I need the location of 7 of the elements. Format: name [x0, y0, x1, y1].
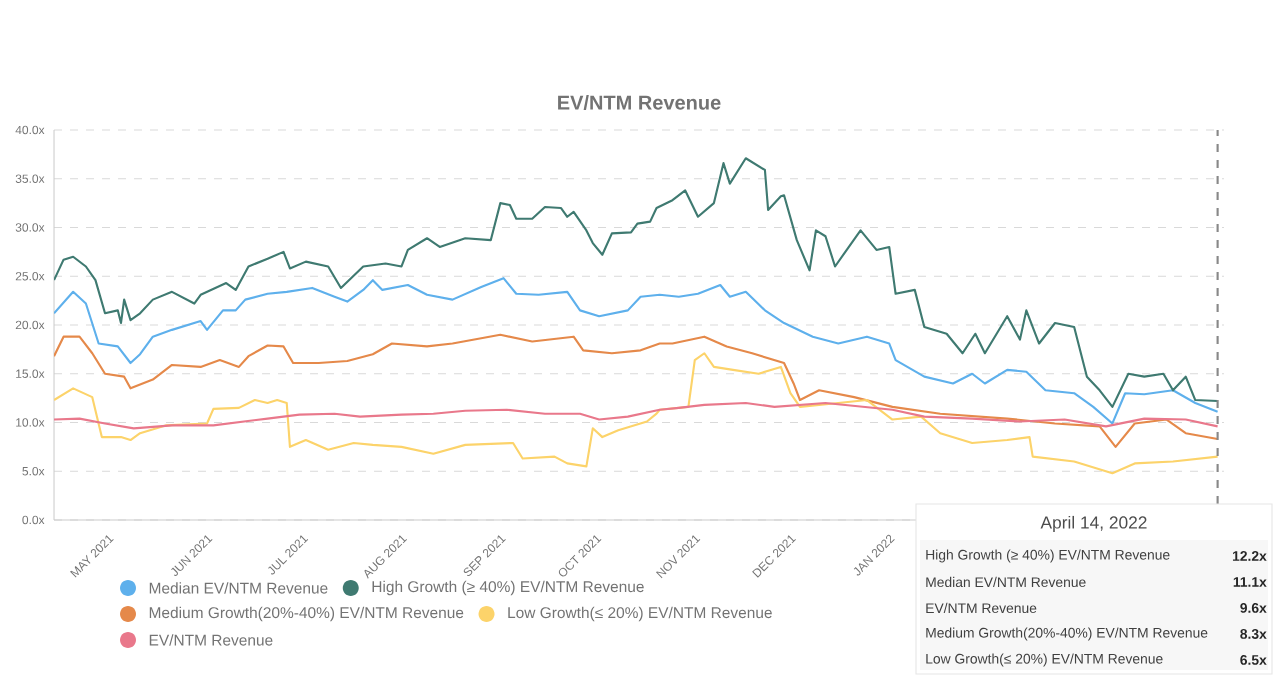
annotation: April 14, 2022 [1040, 515, 1147, 533]
line-series [54, 352, 1219, 475]
line-series [54, 157, 1219, 408]
chart-title: EV/NTM Revenue [558, 95, 721, 110]
line-series [54, 401, 1219, 430]
line-series [54, 333, 1219, 448]
line-series [54, 277, 1219, 425]
